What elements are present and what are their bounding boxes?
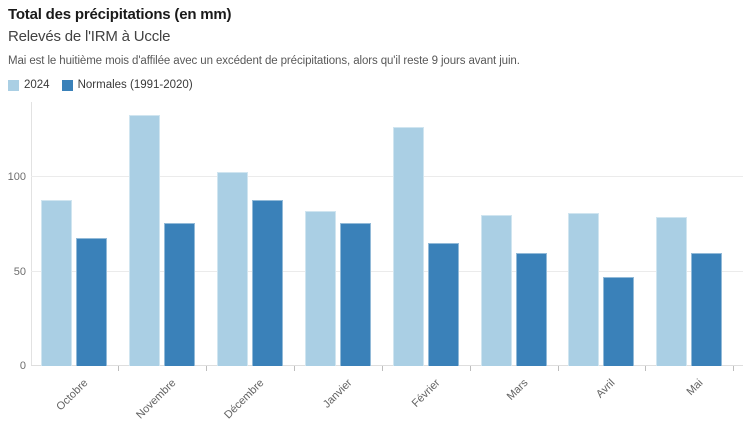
bar-2024-janvier xyxy=(304,211,336,366)
x-tick-6 xyxy=(557,366,559,371)
x-label-text: Avril xyxy=(594,377,618,401)
bar-normales-1991-2020-mars xyxy=(515,253,547,366)
x-axis-labels: Octobre Novembre Décembre Janvier Février Mar… xyxy=(31,373,743,421)
y-tick-label-100: 100 xyxy=(7,171,26,184)
x-label-text: Octobre xyxy=(54,377,91,414)
bar-normales-1991-2020-novembre xyxy=(163,223,195,366)
bar-2024-fevrier xyxy=(392,127,424,366)
x-label-text: Mai xyxy=(684,377,706,399)
x-tick-5 xyxy=(469,366,471,371)
gridline-50 xyxy=(31,270,743,272)
x-tick-1 xyxy=(118,366,119,371)
y-tick-label-0: 0 xyxy=(19,360,26,372)
chart-subtitle: Relevés de l'IRM à Uccle xyxy=(8,28,171,45)
x-label-octobre: Octobre xyxy=(54,373,121,413)
x-label-mars: Mars xyxy=(504,373,546,403)
bar-2024-novembre xyxy=(128,115,160,366)
gridline-0 xyxy=(31,365,743,366)
x-label-mai: Mai xyxy=(685,373,715,398)
chart-title: Total des précipitations (en mm) xyxy=(8,6,232,23)
x-label-text: Janvier xyxy=(320,377,355,411)
legend-label: 2024 xyxy=(24,79,50,91)
x-tick-7 xyxy=(645,366,647,371)
legend-swatch-normales-1991-2020 xyxy=(61,79,73,91)
x-tick-2 xyxy=(205,366,207,371)
bar-normales-1991-2020-avril xyxy=(603,277,635,366)
bar-2024-mars xyxy=(480,215,512,366)
y-tick-label-50: 50 xyxy=(13,265,26,278)
gridline-100 xyxy=(31,176,743,178)
chart-header: Total des précipitations (en mm) Relevés… xyxy=(0,0,749,91)
bar-2024-decembre xyxy=(216,172,248,366)
legend-item-2024: 2024 xyxy=(8,79,50,91)
bar-2024-mai xyxy=(656,217,688,366)
bar-normales-1991-2020-janvier xyxy=(339,223,371,366)
bar-normales-1991-2020-octobre xyxy=(76,238,107,366)
legend-item-normales-1991-2020: Normales (1991-2020) xyxy=(61,79,193,91)
legend-swatch-2024 xyxy=(8,79,19,91)
x-label-text: Février xyxy=(409,377,443,410)
bar-normales-1991-2020-fevrier xyxy=(427,243,459,366)
plot-area: 0 50 100 Octobre Novembre Décembre Janvier Fév… xyxy=(8,102,743,421)
bar-2024-octobre xyxy=(41,200,72,366)
y-axis-line xyxy=(31,102,32,366)
x-tick-3 xyxy=(293,366,295,371)
x-tick-4 xyxy=(381,366,383,371)
x-label-text: Novembre xyxy=(134,377,179,421)
legend: 2024 Normales (1991-2020) xyxy=(8,79,741,91)
x-label-decembre: Décembre xyxy=(222,373,309,421)
x-tick-8 xyxy=(733,366,735,371)
bar-normales-1991-2020-mai xyxy=(691,253,723,366)
x-label-fevrier: Février xyxy=(409,373,468,410)
legend-label: Normales (1991-2020) xyxy=(77,79,193,91)
x-label-novembre: Novembre xyxy=(134,373,221,421)
bar-normales-1991-2020-decembre xyxy=(251,200,283,366)
bar-2024-avril xyxy=(568,213,600,366)
x-label-avril: Avril xyxy=(594,373,630,400)
x-label-janvier: Janvier xyxy=(321,373,381,411)
x-label-text: Décembre xyxy=(221,377,267,421)
x-label-text: Mars xyxy=(504,377,530,403)
chart-description: Mai est le huitième mois d'affilée avec … xyxy=(8,55,520,67)
